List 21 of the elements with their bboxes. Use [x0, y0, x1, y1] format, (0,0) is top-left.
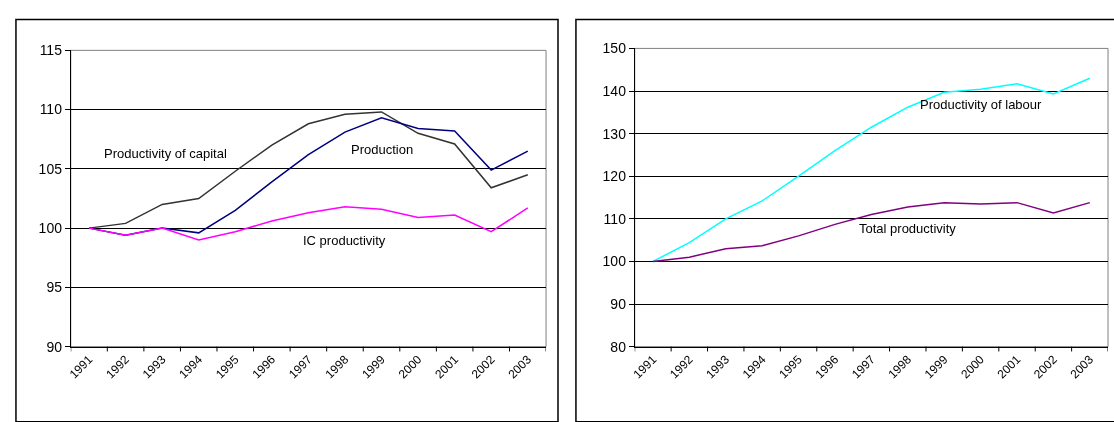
y-tick-label: 95 — [46, 279, 63, 296]
series-label: Production — [351, 142, 414, 157]
y-tick-label: 100 — [38, 220, 63, 237]
series-label: Productivity of labour — [920, 97, 1043, 112]
y-tick-label: 100 — [602, 253, 627, 270]
line-series — [652, 77, 1091, 263]
y-tick-label: 140 — [602, 82, 627, 99]
y-tick-label: 90 — [610, 295, 627, 312]
y-tick-label: 90 — [46, 338, 63, 355]
series-label: Productivity of capital — [104, 146, 227, 161]
y-tick-label: 105 — [38, 160, 63, 177]
y-tick-label: 120 — [602, 168, 627, 185]
y-tick-label: 110 — [603, 210, 627, 227]
series-label: IC productivity — [303, 233, 386, 248]
y-tick-label: 130 — [602, 125, 627, 142]
y-tick-label: 80 — [610, 338, 627, 355]
y-tick-label: 110 — [39, 101, 63, 118]
line-series — [652, 201, 1091, 263]
series-label: Total productivity — [859, 221, 957, 236]
y-tick-label: 150 — [602, 40, 627, 57]
y-tick-label: 115 — [39, 42, 63, 59]
